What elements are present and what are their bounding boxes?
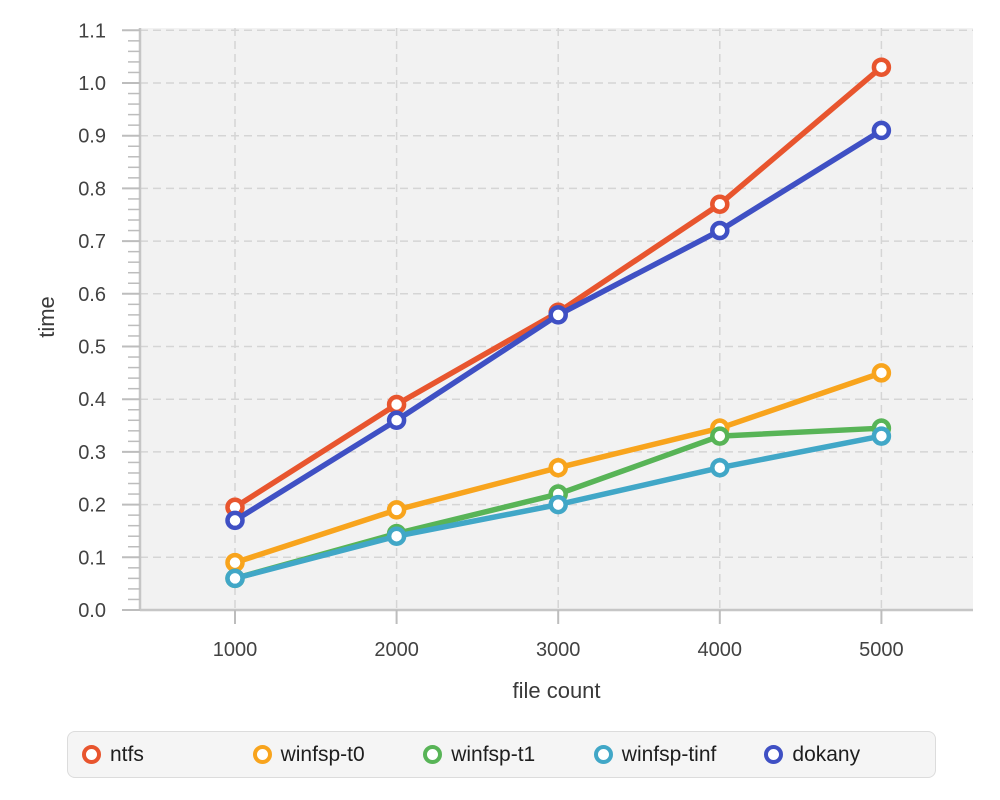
data-point-winfsp-tinf-4000 (710, 457, 730, 478)
data-point-winfsp-tinf-2000 (386, 526, 407, 546)
y-tick-label: 0.3 (78, 442, 106, 464)
legend-ring-icon (252, 745, 272, 764)
line-chart: 0.0 0.1 0.2 0.3 0.4 0.5 0.6 0.7 0.8 0.9 1.0 1.1 1000… (34, 20, 973, 703)
data-point-winfsp-tinf-5000 (871, 426, 892, 446)
data-point-dokany-1000 (225, 510, 245, 531)
legend-label: winfsp-t1 (451, 742, 536, 766)
data-point-dokany-4000 (710, 220, 730, 241)
legend-item-winfsp-tinf[interactable]: winfsp-tinf (593, 742, 765, 767)
legend-item-ntfs[interactable]: ntfs (82, 743, 253, 767)
data-point-winfsp-tinf-3000 (548, 494, 568, 515)
legend-item-winfsp-t1[interactable]: winfsp-t1 (423, 743, 594, 767)
legend-item-dokany[interactable]: dokany (764, 743, 935, 767)
data-point-winfsp-t0-5000 (871, 363, 892, 383)
data-point-ntfs-2000 (386, 394, 407, 415)
legend-ring-icon (82, 745, 101, 764)
legend-ring-icon (593, 745, 613, 764)
data-point-ntfs-5000 (871, 57, 892, 77)
y-tick-label: 0.1 (78, 547, 106, 569)
series-dokany (225, 120, 892, 531)
y-tick-label: 0.2 (78, 495, 106, 517)
y-tick-label: 0.9 (78, 126, 106, 148)
x-tick-label: 1000 (213, 639, 258, 661)
legend-label: winfsp-tinf (621, 742, 717, 766)
legend-ring-icon (423, 745, 443, 764)
data-point-dokany-2000 (386, 410, 407, 431)
x-tick-label: 4000 (698, 639, 743, 661)
legend-ring-icon (764, 745, 784, 764)
y-tick-label: 1.0 (78, 73, 106, 95)
y-tick-label: 1.1 (78, 20, 106, 42)
data-point-winfsp-t0-3000 (548, 457, 568, 478)
data-point-winfsp-t0-1000 (225, 552, 245, 573)
y-tick-label: 0.0 (78, 600, 106, 622)
y-tick-label: 0.7 (78, 231, 106, 253)
y-tick-label: 0.4 (78, 389, 106, 411)
x-tick-label: 2000 (374, 639, 419, 661)
y-axis-title: time (34, 296, 59, 338)
data-point-ntfs-4000 (710, 194, 730, 214)
legend-label: ntfs (110, 742, 144, 766)
legend-label: dokany (792, 742, 861, 766)
y-tick-label: 0.8 (78, 178, 106, 200)
data-point-winfsp-t0-2000 (386, 500, 407, 520)
y-tick-label: 0.6 (78, 284, 106, 306)
series-winfsp-tinf (225, 426, 892, 589)
data-point-winfsp-tinf-1000 (225, 568, 245, 589)
data-point-dokany-5000 (871, 120, 892, 141)
chart-legend: ntfs winfsp-t0 winfsp-t1 winfsp-tinf dokany (67, 731, 936, 778)
legend-item-winfsp-t0[interactable]: winfsp-t0 (252, 742, 424, 767)
x-tick-label: 3000 (536, 639, 581, 661)
legend-label: winfsp-t0 (280, 742, 365, 766)
y-tick-label: 0.5 (78, 337, 106, 359)
data-point-winfsp-t1-4000 (710, 426, 730, 446)
data-point-dokany-3000 (548, 305, 568, 325)
x-axis-title: file count (512, 678, 600, 703)
x-tick-label: 5000 (859, 639, 904, 661)
